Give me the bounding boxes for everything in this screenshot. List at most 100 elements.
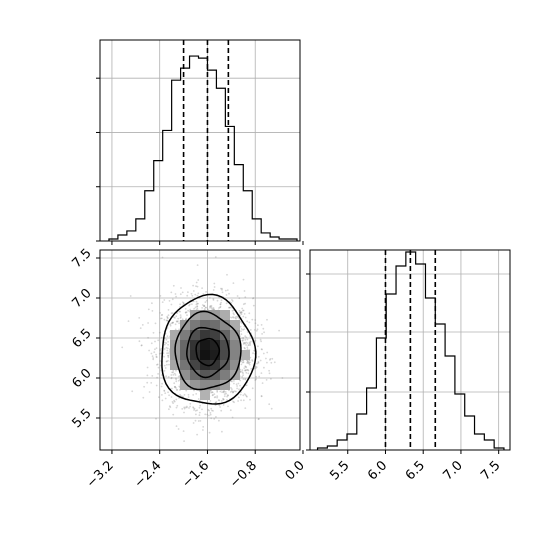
scatter-point [191,303,193,306]
scatter-point [159,312,162,314]
scatter-point [168,300,171,302]
scatter-point [263,366,265,369]
scatter-point [127,320,130,322]
density-cell [220,350,230,360]
scatter-point [218,399,221,402]
scatter-point [168,394,171,397]
x-tick-label: 6.5 [403,458,428,483]
scatter-point [239,384,241,387]
scatter-point [234,316,237,319]
scatter-point [210,407,213,410]
scatter-point [170,312,173,315]
scatter-point [172,321,175,324]
scatter-point [189,405,192,408]
scatter-point [165,346,168,349]
scatter-point [209,305,212,308]
scatter-point [163,299,166,301]
histogram-x0-frame [99,39,301,242]
scatter-point [201,408,203,411]
scatter-point [179,314,182,316]
scatter-point [220,301,223,304]
scatter-point [184,311,187,314]
scatter-point [166,316,169,319]
x-tick-label: −3.2 [84,458,117,491]
scatter-point [246,320,249,323]
scatter-point [230,387,232,389]
scatter-point [254,365,257,368]
scatter-point [175,389,178,391]
density-cell [200,340,210,350]
scatter-point [247,361,250,364]
scatter-point [170,291,173,294]
scatter-point [196,409,199,412]
scatter-point [227,394,230,397]
scatter-point [242,399,245,402]
scatter-point [247,344,250,346]
scatter-point [258,375,261,378]
scatter-point [190,292,193,295]
scatter-point [281,377,284,379]
scatter-point [242,337,245,340]
scatter-point [210,391,212,394]
scatter-point [187,396,190,398]
scatter-point [242,315,245,318]
scatter-point [121,346,124,349]
scatter-point [242,309,245,312]
scatter-point [167,391,170,394]
scatter-point [207,308,209,311]
y-tick-label: 7.5 [69,246,94,271]
scatter-point [220,299,223,301]
scatter-point [178,328,181,331]
scatter-point [174,385,177,388]
scatter-point [155,347,158,349]
scatter-point [157,339,160,342]
scatter-point [171,371,174,374]
scatter-point [244,335,247,338]
scatter-point [208,414,210,417]
scatter-point [184,311,187,314]
scatter-point [208,431,211,434]
scatter-point [273,361,276,364]
scatter-point [152,357,155,359]
scatter-point [187,309,190,312]
scatter-point [245,384,248,387]
scatter-point [181,301,184,304]
scatter-point [174,374,177,376]
density-cell [190,380,200,390]
scatter-point [175,406,178,409]
scatter-point [164,367,167,369]
x-tick-label: 0.0 [283,458,308,483]
scatter-point [232,391,234,394]
scatter-point [248,312,251,315]
density-cell [190,330,200,340]
scatter-point [165,360,168,363]
scatter-point [176,404,179,407]
scatter-point [157,373,160,375]
scatter-point [166,349,169,352]
scatter-point [192,406,195,409]
scatter-point [254,379,257,381]
scatter-point [247,369,249,371]
joint-frame [99,249,301,451]
scatter-point [250,368,253,370]
scatter-point [251,318,254,321]
scatter-point [255,329,258,332]
density-cell [190,370,200,380]
scatter-point [189,308,192,311]
scatter-point [215,401,218,403]
scatter-point [261,348,263,351]
scatter-point [229,409,232,412]
scatter-point [138,340,141,343]
scatter-point [260,395,263,398]
scatter-point [221,289,223,291]
density-cell [200,310,210,320]
scatter-point [243,367,246,369]
scatter-point [171,298,174,301]
scatter-point [242,278,245,281]
scatter-point [196,305,199,307]
scatter-point [233,380,235,382]
scatter-point [210,307,213,310]
scatter-point [188,310,191,313]
scatter-point [204,301,207,303]
scatter-point [165,338,168,341]
